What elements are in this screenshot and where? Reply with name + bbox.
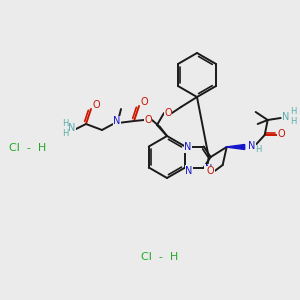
Text: H: H [256, 146, 262, 154]
Text: O: O [92, 100, 100, 110]
Text: N: N [68, 123, 76, 133]
Text: N: N [248, 141, 255, 151]
Text: H: H [290, 116, 297, 125]
Text: O: O [164, 108, 172, 118]
Text: N: N [282, 112, 290, 122]
Text: O: O [278, 129, 286, 139]
Text: Cl  -  H: Cl - H [141, 252, 178, 262]
Polygon shape [226, 145, 245, 149]
Text: N: N [205, 164, 212, 175]
Text: H: H [62, 118, 68, 127]
Text: O: O [207, 166, 214, 176]
Text: O: O [140, 97, 148, 107]
Text: H: H [290, 107, 297, 116]
Text: H: H [62, 128, 68, 137]
Text: N: N [113, 116, 121, 126]
Text: O: O [144, 115, 152, 125]
Text: Cl  -  H: Cl - H [9, 143, 46, 153]
Text: N: N [184, 142, 192, 152]
Text: N: N [185, 166, 193, 176]
